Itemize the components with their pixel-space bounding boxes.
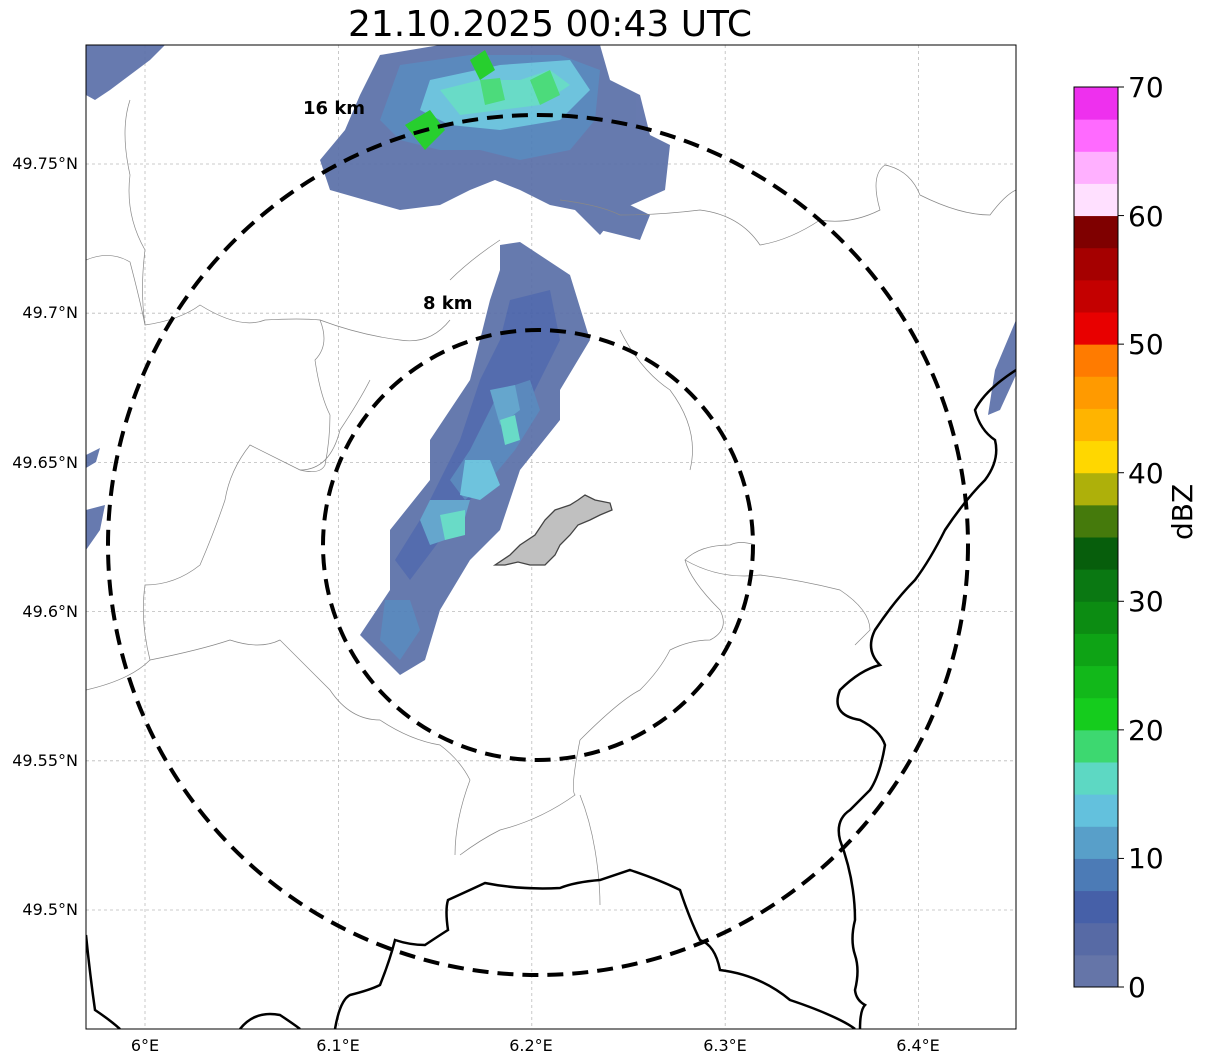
colorbar-segment xyxy=(1074,440,1118,474)
colorbar-tick-label: 50 xyxy=(1128,328,1164,361)
lat-tick-label: 49.5°N xyxy=(22,900,78,919)
ring-label-16km: 16 km xyxy=(303,98,366,119)
colorbar-frame xyxy=(1073,86,1119,988)
lon-tick-label: 6.2°E xyxy=(509,1036,553,1055)
lon-tick-label: 6.3°E xyxy=(703,1036,747,1055)
colorbar-segment xyxy=(1074,665,1118,699)
lon-tick-label: 6°E xyxy=(130,1036,160,1055)
echo-cell xyxy=(575,190,650,240)
colorbar-segment xyxy=(1074,858,1118,892)
lat-tick-label: 49.65°N xyxy=(12,453,78,472)
echo-cell xyxy=(380,600,420,660)
ring-8km xyxy=(321,328,755,762)
lat-tick-label: 49.6°N xyxy=(22,602,78,621)
lat-tick-label: 49.7°N xyxy=(22,303,78,322)
map-frame xyxy=(85,44,1017,1030)
colorbar-segment xyxy=(1074,279,1118,313)
ring-16km xyxy=(106,113,970,977)
colorbar-ticks xyxy=(1118,86,1124,988)
colorbar-tick-label: 10 xyxy=(1128,842,1164,875)
colorbar-segment xyxy=(1074,729,1118,763)
echo-cell xyxy=(460,460,500,500)
echo-cell xyxy=(490,385,520,425)
echo-cell xyxy=(530,70,560,105)
city-area xyxy=(492,494,613,566)
colorbar xyxy=(1073,86,1119,988)
colorbar-tick-label: 20 xyxy=(1128,714,1164,747)
colorbar-tick-label: 30 xyxy=(1128,585,1164,618)
echo-cell xyxy=(480,78,505,105)
colorbar-segment xyxy=(1074,215,1118,249)
colorbar-tick-label: 70 xyxy=(1128,71,1164,104)
colorbar-segment xyxy=(1074,472,1118,506)
colorbar-segment xyxy=(1074,537,1118,570)
national-borders xyxy=(86,368,1016,1029)
colorbar-segment xyxy=(1074,922,1118,956)
colorbar-label: dBZ xyxy=(1166,483,1199,540)
lat-tick-label: 49.55°N xyxy=(12,751,78,770)
colorbar-segment xyxy=(1074,376,1118,409)
colorbar-segment xyxy=(1074,87,1118,120)
colorbar-segment xyxy=(1074,569,1118,602)
colorbar-tick-label: 40 xyxy=(1128,457,1164,490)
colorbar-segment xyxy=(1074,826,1118,859)
echo-cell xyxy=(86,505,105,550)
map-title: 21.10.2025 00:43 UTC xyxy=(347,4,753,45)
echo-cell xyxy=(988,320,1016,415)
colorbar-segment xyxy=(1074,344,1118,377)
colorbar-segment xyxy=(1074,633,1118,667)
ring-label-8km: 8 km xyxy=(423,293,473,314)
colorbar-segment xyxy=(1074,151,1118,184)
echo-cell xyxy=(470,50,495,80)
colorbar-segment xyxy=(1074,697,1118,731)
colorbar-segment xyxy=(1074,890,1118,924)
colorbar-segment xyxy=(1074,954,1118,988)
colorbar-segment xyxy=(1074,247,1118,281)
colorbar-segment xyxy=(1074,183,1118,217)
lat-tick-label: 49.75°N xyxy=(12,154,78,173)
colorbar-segment xyxy=(1074,504,1118,538)
lon-tick-label: 6.1°E xyxy=(316,1036,360,1055)
colorbar-tick-label: 0 xyxy=(1128,971,1146,1004)
echo-cell xyxy=(500,415,520,445)
lon-tick-label: 6.4°E xyxy=(896,1036,940,1055)
echo-cell xyxy=(86,45,165,100)
colorbar-segment xyxy=(1074,762,1118,795)
echo-cell xyxy=(86,448,100,468)
colorbar-segment xyxy=(1074,312,1118,345)
colorbar-segment xyxy=(1074,794,1118,827)
radar-echoes xyxy=(86,45,1016,675)
colorbar-tick-label: 60 xyxy=(1128,200,1164,233)
colorbar-segment xyxy=(1074,408,1118,442)
echo-cell xyxy=(440,510,465,540)
colorbar-segment xyxy=(1074,601,1118,634)
colorbar-segment xyxy=(1074,119,1118,152)
